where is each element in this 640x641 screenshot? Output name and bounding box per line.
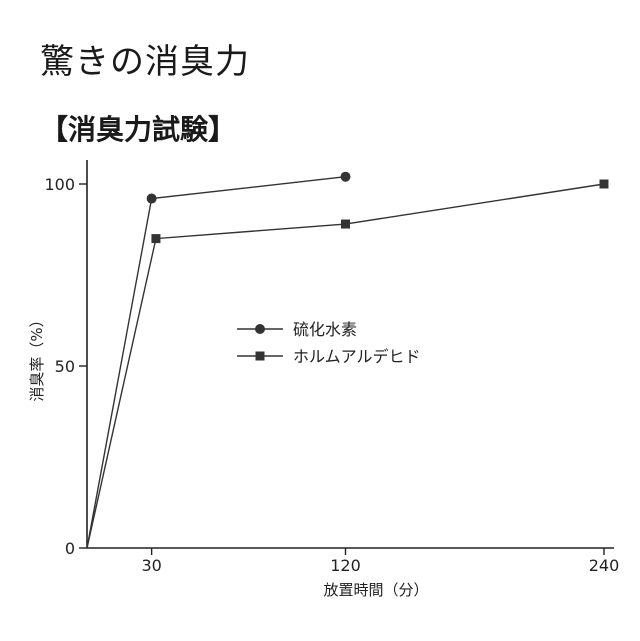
data-point — [146, 193, 157, 204]
chart-ticks: 0 50 100 30 120 240 — [44, 175, 619, 575]
series-1 — [86, 171, 351, 549]
x-tick-label: 30 — [141, 556, 161, 575]
y-tick-label: 0 — [65, 539, 75, 558]
x-axis-label: 放置時間（分） — [323, 581, 428, 599]
y-tick-label: 50 — [55, 357, 75, 376]
data-point — [151, 234, 161, 244]
y-tick-label: 100 — [44, 175, 75, 194]
y-axis-label: 消臭率（%） — [28, 312, 46, 401]
page-title: 驚きの消臭力 — [40, 42, 250, 82]
x-tick-label: 120 — [330, 556, 361, 575]
page-subtitle: 【消臭力試験】 — [40, 113, 237, 146]
chart-series — [86, 171, 609, 549]
data-point — [341, 219, 350, 229]
legend-marker — [255, 324, 265, 334]
legend-marker — [255, 351, 265, 361]
data-point — [599, 179, 609, 189]
legend-item: 硫化水素 — [237, 320, 357, 339]
legend-label: 硫化水素 — [293, 320, 357, 339]
chart-axes — [86, 160, 614, 549]
x-tick-label: 240 — [589, 556, 620, 575]
data-point — [340, 171, 351, 182]
legend-item: ホルムアルデヒド — [237, 347, 421, 366]
series-2 — [86, 179, 609, 549]
series-line — [86, 183, 605, 549]
legend-label: ホルムアルデヒド — [293, 347, 421, 366]
